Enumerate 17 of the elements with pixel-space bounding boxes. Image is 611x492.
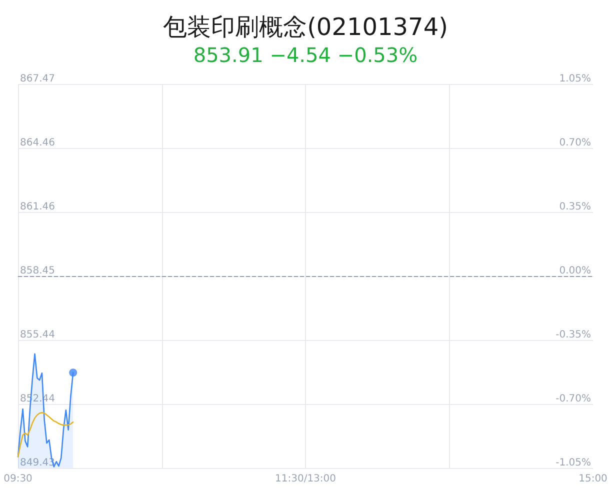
x-tick-label: 15:00	[578, 474, 608, 484]
y-tick-label: 864.46	[20, 138, 55, 149]
chart-subtitle: 853.91 −4.54 −0.53%	[193, 43, 418, 67]
y2-tick-label: 0.35%	[559, 202, 591, 212]
x-tick-label: 11:30/13:00	[274, 474, 336, 484]
y-tick-label: 858.45	[20, 266, 55, 276]
chart-title: 包装印刷概念(02101374)	[163, 13, 448, 41]
x-tick-label: 09:30	[4, 474, 32, 484]
y2-tick-label: 0.00%	[559, 266, 591, 276]
y2-tick-label: 1.05%	[559, 74, 591, 84]
y2-tick-label: 0.70%	[559, 138, 591, 148]
y2-tick-label: -1.05%	[556, 458, 591, 468]
y-tick-label: 861.46	[20, 201, 55, 212]
y2-tick-label: -0.35%	[556, 330, 591, 340]
y-tick-label: 867.47	[20, 74, 55, 84]
y2-tick-label: -0.70%	[556, 394, 591, 404]
y-tick-label: 855.44	[20, 330, 55, 341]
